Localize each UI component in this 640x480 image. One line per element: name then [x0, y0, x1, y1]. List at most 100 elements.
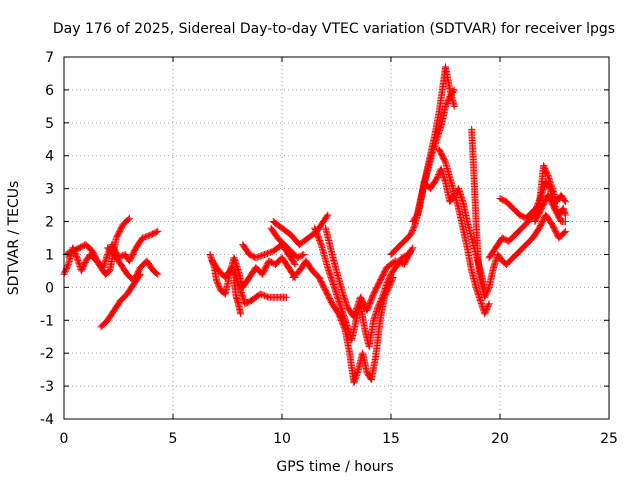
data-point: [138, 234, 146, 242]
data-point: [317, 239, 325, 247]
data-point: [282, 293, 290, 301]
data-series-segment: [269, 211, 332, 249]
data-point: [262, 250, 270, 258]
data-point: [255, 253, 263, 261]
x-tick-label: 10: [273, 431, 291, 447]
y-tick-label: -2: [40, 346, 54, 362]
data-point: [543, 170, 551, 178]
data-point: [485, 300, 493, 308]
data-point: [561, 211, 569, 219]
data-series-segment: [208, 257, 290, 308]
x-tick-labels: 0 5 10 15 20 25: [60, 431, 618, 447]
y-tick-label: 5: [45, 116, 54, 132]
data-point: [263, 293, 271, 301]
data-series-segment: [531, 191, 569, 226]
data-series-segment: [230, 277, 245, 318]
data-point: [561, 196, 569, 204]
data-series-segment: [311, 224, 417, 351]
data-point: [72, 252, 80, 260]
data-series-segment: [97, 270, 144, 331]
data-point: [406, 248, 414, 256]
data-point: [261, 292, 269, 300]
y-tick-labels: -4 -3 -2 -1 0 1 2 3 4 5 6 7: [40, 50, 54, 428]
x-tick-label: 25: [600, 431, 618, 447]
data-point: [378, 295, 386, 303]
data-point: [136, 270, 144, 278]
data-point: [261, 250, 269, 258]
y-tick-label: 0: [45, 280, 54, 296]
data-point: [391, 257, 399, 265]
data-point: [265, 249, 273, 257]
data-point: [262, 292, 270, 300]
chart-title: Day 176 of 2025, Sidereal Day-to-day VTE…: [53, 21, 615, 37]
data-point: [125, 214, 133, 222]
data-point: [259, 251, 267, 259]
data-point: [291, 260, 299, 268]
data-point: [258, 290, 266, 298]
data-series-segment: [267, 224, 308, 262]
data-point: [412, 212, 420, 220]
data-series-segment: [409, 63, 458, 226]
data-point: [324, 211, 332, 219]
data-point: [135, 271, 143, 279]
y-tick-label: 4: [45, 149, 54, 165]
data-point: [407, 247, 415, 255]
data-point: [140, 233, 148, 241]
data-point: [256, 290, 264, 298]
data-point: [256, 252, 264, 260]
data-point: [561, 227, 569, 235]
data-point: [252, 254, 260, 262]
y-tick-label: -3: [40, 379, 54, 395]
data-point: [393, 258, 401, 266]
data-point: [298, 251, 306, 259]
x-tick-label: 0: [60, 431, 69, 447]
y-tick-label: 2: [45, 215, 54, 231]
data-point: [253, 253, 261, 261]
y-tick-label: 3: [45, 182, 54, 198]
data-point: [141, 233, 149, 241]
plot-frame: [63, 56, 610, 420]
data-points: [60, 63, 569, 387]
y-tick-label: 7: [45, 50, 54, 66]
data-point: [323, 212, 331, 220]
y-tick-label: -4: [40, 412, 54, 428]
data-point: [154, 227, 162, 235]
data-point: [441, 157, 449, 165]
data-point: [259, 291, 267, 299]
data-point: [64, 262, 72, 270]
data-point: [263, 249, 271, 257]
data-point: [560, 229, 568, 237]
x-tick-label: 20: [491, 431, 509, 447]
data-point: [450, 102, 458, 110]
data-point: [143, 232, 151, 240]
data-point: [258, 252, 266, 260]
data-point: [153, 269, 161, 277]
data-point: [484, 285, 492, 293]
data-point: [266, 248, 274, 256]
data-point: [561, 198, 569, 206]
x-tick-label: 15: [382, 431, 400, 447]
x-tick-label: 5: [169, 431, 178, 447]
data-series-segment: [322, 224, 415, 321]
data-point: [561, 218, 569, 226]
y-tick-label: -1: [40, 313, 54, 329]
data-point: [484, 301, 492, 309]
data-point: [144, 232, 152, 240]
data-series-segment: [435, 145, 493, 318]
data-point: [154, 270, 162, 278]
data-point: [290, 259, 298, 267]
y-tick-label: 6: [45, 83, 54, 99]
data-series-segment: [496, 162, 569, 222]
axis-ticks: [63, 56, 610, 420]
x-axis-label: GPS time / hours: [276, 459, 393, 475]
data-point: [394, 258, 402, 266]
data-point: [410, 222, 418, 230]
data-point: [124, 215, 132, 223]
data-point: [237, 310, 245, 318]
y-tick-label: 1: [45, 247, 54, 263]
y-axis-label: SDTVAR / TECUs: [6, 181, 22, 296]
data-series-segment: [468, 125, 569, 301]
data-point: [300, 250, 308, 258]
data-point: [152, 228, 160, 236]
